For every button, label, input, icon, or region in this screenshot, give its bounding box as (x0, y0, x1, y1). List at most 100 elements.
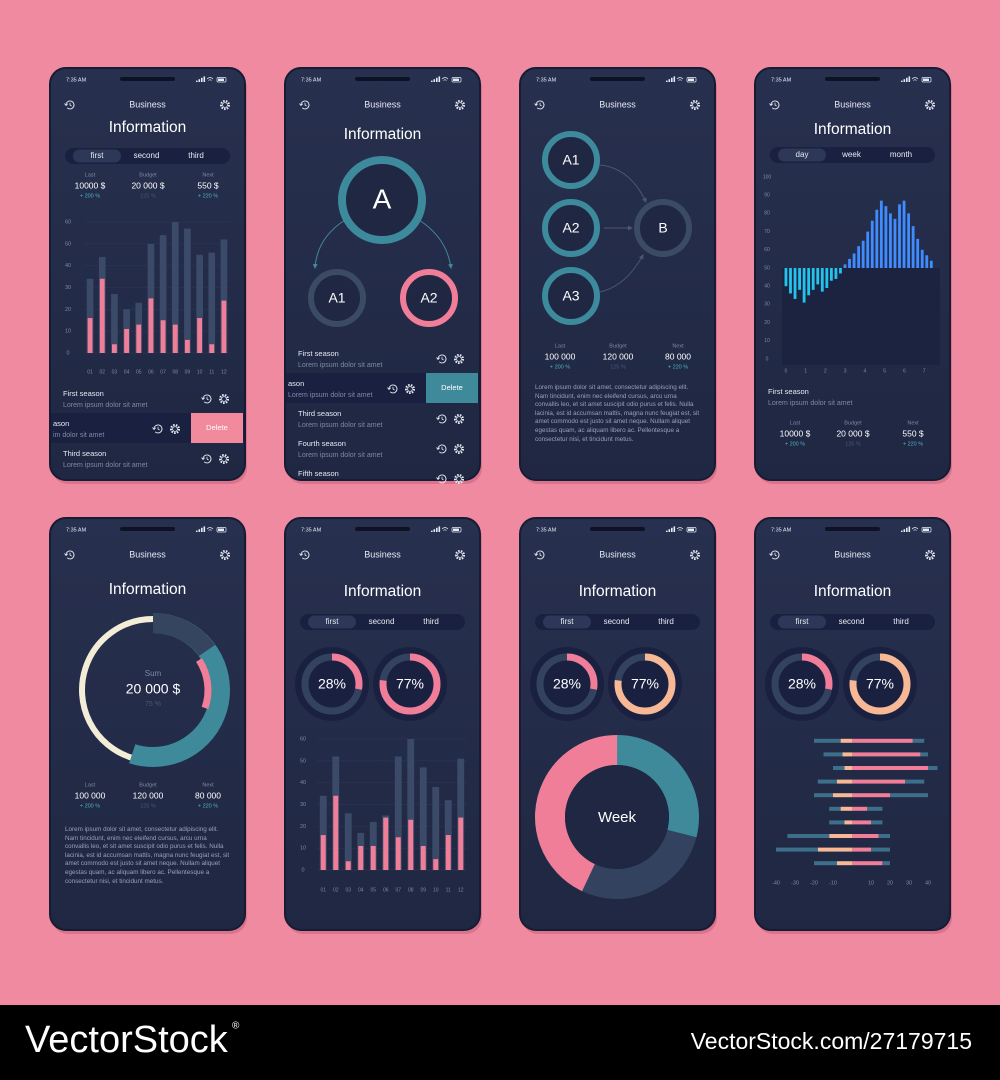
history-icon (202, 454, 212, 464)
notch (120, 77, 175, 81)
header-title: Business (834, 549, 871, 559)
stat-label: Last (790, 420, 801, 426)
y-tick-label: 40 (65, 263, 71, 269)
gear-icon (454, 414, 464, 424)
bar (867, 806, 883, 811)
stat-value: 120 000 (603, 351, 634, 361)
tab[interactable]: second (134, 151, 160, 160)
history-hand (441, 446, 444, 451)
list-title: First season (298, 349, 339, 358)
phone-frame (49, 67, 246, 481)
stat-value: 80 000 (665, 351, 691, 361)
y-tick-label: 60 (65, 219, 71, 225)
x-tick-label: 30 (906, 880, 912, 886)
list-text: im dolor sit amet (53, 432, 104, 439)
tab[interactable]: second (604, 617, 630, 626)
bar (911, 226, 915, 268)
stat-label: Last (555, 343, 566, 349)
battery-level (923, 528, 929, 531)
notch (825, 77, 880, 81)
history-hand (157, 426, 160, 431)
donut-label: 77% (631, 676, 659, 692)
delete-label[interactable]: Delete (206, 423, 228, 432)
history-arrow (299, 103, 303, 107)
tab[interactable]: second (369, 617, 395, 626)
delete-label[interactable]: Delete (441, 383, 463, 392)
x-tick-label: 05 (136, 369, 142, 375)
gear-icon (219, 454, 229, 464)
ring-label: Sum (145, 669, 162, 678)
tab[interactable]: second (839, 617, 865, 626)
delete-button[interactable] (426, 373, 478, 403)
bar (852, 766, 928, 770)
tab[interactable]: week (841, 150, 862, 159)
signal-bar (668, 79, 671, 82)
bar (925, 255, 929, 268)
gear-icon (690, 550, 700, 560)
history-arrow (436, 477, 440, 481)
tab[interactable]: third (893, 617, 909, 626)
bar (844, 766, 852, 770)
bar (878, 834, 890, 838)
tab[interactable]: month (890, 150, 912, 159)
tab[interactable]: first (91, 151, 105, 160)
battery-level (688, 528, 694, 531)
bar (432, 787, 440, 870)
tab[interactable]: third (423, 617, 439, 626)
history-arrow (64, 553, 68, 557)
gear-icon (925, 550, 935, 560)
list-title: Fifth season (298, 469, 339, 478)
bar (221, 300, 227, 353)
stat-change: + 220 % (198, 193, 218, 199)
history-arrow (534, 553, 538, 557)
gear-icon (455, 100, 465, 110)
history-hand (441, 476, 444, 481)
stat-label: Last (85, 782, 96, 788)
bar (893, 218, 897, 268)
signal-bar (201, 527, 203, 532)
list-text: Lorem ipsum dolor sit amet (63, 402, 147, 409)
bar (902, 200, 906, 268)
bar (793, 268, 797, 299)
bar (890, 793, 928, 798)
y-tick-label: 40 (300, 780, 306, 786)
stat-value: 120 000 (133, 790, 164, 800)
gear-hole (222, 552, 228, 558)
screen-title: Information (109, 119, 187, 136)
donut-label: 77% (396, 676, 424, 692)
bar (197, 318, 203, 353)
bar (358, 845, 364, 870)
header-title: Business (129, 99, 166, 109)
tab[interactable]: third (188, 151, 204, 160)
x-tick-label: 7 (923, 368, 926, 374)
tab[interactable]: first (561, 617, 575, 626)
stat-value: 20 000 $ (836, 428, 869, 438)
y-tick-label: 90 (764, 193, 770, 199)
delete-button[interactable] (191, 413, 243, 443)
signal-bar (198, 529, 201, 532)
signal-bar (196, 80, 198, 82)
x-tick-label: 05 (370, 887, 376, 893)
gear-icon (925, 100, 935, 110)
diagram-node (542, 199, 600, 257)
history-arrow (436, 447, 440, 451)
x-tick-label: 04 (124, 369, 130, 375)
history-hand (539, 552, 542, 557)
tab[interactable]: first (326, 617, 340, 626)
history-icon (437, 444, 447, 454)
bar (345, 861, 351, 870)
bar (87, 318, 93, 353)
x-tick-label: 03 (112, 369, 118, 375)
bar (905, 779, 925, 784)
status-time: 7:35 AM (771, 527, 792, 533)
battery-level (453, 528, 459, 531)
stat-label: Budget (139, 172, 157, 178)
tab[interactable]: third (658, 617, 674, 626)
gear-icon (454, 474, 464, 484)
tab[interactable]: first (796, 617, 810, 626)
x-tick-label: -40 (772, 880, 780, 886)
signal-bar (903, 529, 906, 532)
history-icon (153, 424, 163, 434)
header-title: Business (599, 549, 636, 559)
tab[interactable]: day (796, 150, 809, 159)
